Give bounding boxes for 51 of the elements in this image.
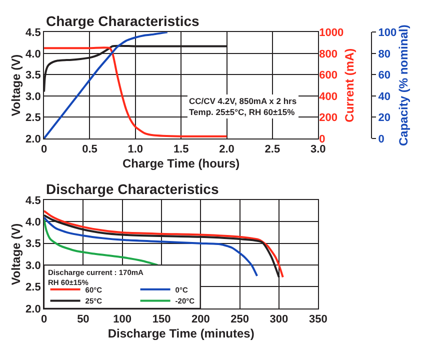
- x-tick-label: 2.0: [219, 144, 234, 156]
- line-series: [44, 32, 168, 138]
- y3-tick-label: 100: [378, 27, 397, 40]
- y-tick-label: 2.5: [26, 282, 41, 294]
- x-tick-label: 0.5: [82, 144, 98, 156]
- annotation: Temp. 25±5°C, RH 60±15%: [189, 107, 296, 118]
- y-tick-label: 4.5: [26, 194, 41, 207]
- y-tick-label: 3.0: [26, 260, 41, 272]
- chart-title: Charge Characteristics: [46, 13, 200, 29]
- y-tick-label: 4.0: [26, 48, 41, 60]
- y-tick-label: 3.5: [26, 238, 41, 250]
- x-tick-label: 200: [191, 314, 210, 326]
- y3-tick-label: 20: [378, 112, 390, 124]
- y2-tick-label: 600: [319, 70, 338, 82]
- line-series: [44, 218, 159, 266]
- y2-tick-label: 200: [319, 112, 338, 124]
- chart-title: Discharge Characteristics: [46, 181, 219, 197]
- y-tick-label: 2.0: [26, 133, 41, 146]
- y3-tick-label: 0: [378, 133, 384, 146]
- x-tick-label: 250: [230, 314, 249, 326]
- x-tick-label: 350: [308, 314, 328, 326]
- y-axis-title: Voltage (V): [8, 54, 23, 116]
- x-axis-title: Discharge Time (minutes): [108, 326, 254, 341]
- y-tick-label: 2.5: [26, 112, 41, 124]
- y-tick-label: 3.0: [26, 90, 41, 103]
- annotation: CC/CV 4.2V, 850mA x 2 hrs: [189, 96, 297, 106]
- y-tick-label: 4.0: [26, 216, 41, 229]
- y-axis-title: Voltage (V): [8, 223, 23, 286]
- y2-tick-label: 1000: [319, 27, 344, 40]
- y2-tick-label: 800: [319, 48, 338, 60]
- x-tick-label: 300: [270, 314, 288, 326]
- x-tick-label: 50: [77, 314, 90, 326]
- y2-tick-label: 0: [319, 133, 326, 146]
- x-axis-title: Charge Time (hours): [122, 156, 240, 171]
- y3-axis-title: Capacity (% nominal): [396, 24, 411, 146]
- x-tick-label: 3.0: [310, 144, 326, 156]
- y3-tick-label: 60: [378, 70, 390, 82]
- x-tick-label: 2.5: [264, 144, 280, 156]
- y-tick-label: 4.5: [26, 27, 41, 40]
- x-tick-label: 0: [40, 144, 48, 156]
- y3-tick-label: 80: [378, 48, 390, 60]
- y2-tick-label: 400: [319, 90, 338, 103]
- x-tick-label: 1.5: [173, 144, 189, 156]
- x-tick-label: 1.0: [128, 144, 144, 156]
- y3-tick-label: 40: [378, 90, 390, 103]
- y-tick-label: 2.0: [26, 303, 41, 316]
- x-tick-label: 0: [40, 314, 48, 326]
- x-tick-label: 150: [152, 314, 171, 326]
- y2-axis-title: Current (mA): [342, 48, 357, 122]
- y-tick-label: 3.5: [26, 70, 41, 82]
- x-tick-label: 100: [113, 314, 132, 326]
